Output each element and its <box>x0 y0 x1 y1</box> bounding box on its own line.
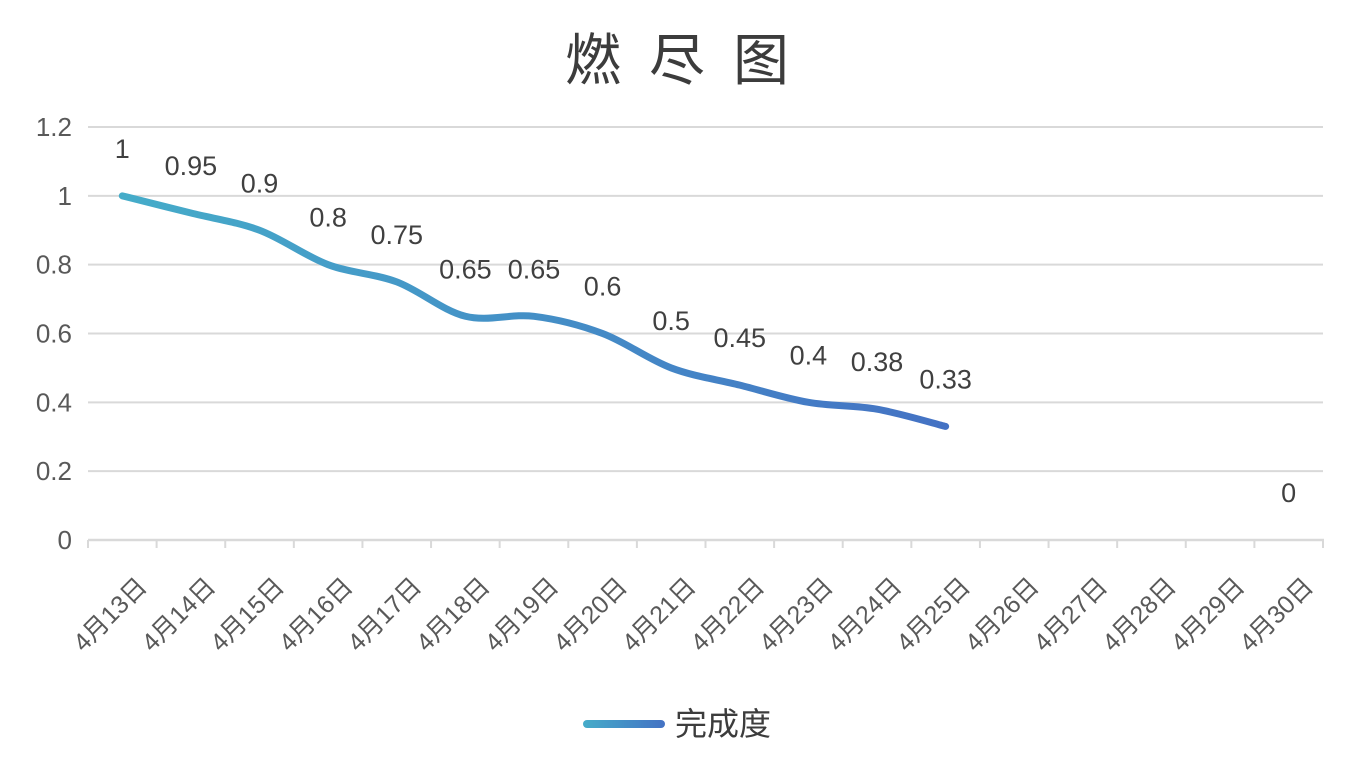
series-line <box>118 192 950 430</box>
data-label: 0.33 <box>919 364 972 394</box>
legend-series-label: 完成度 <box>674 706 771 742</box>
x-axis-tick-label: 4月24日 <box>823 572 908 657</box>
data-label: 0.9 <box>241 168 279 198</box>
data-label: 0.4 <box>790 340 828 370</box>
chart-title: 燃尽图 <box>565 31 817 93</box>
x-axis-tick-label: 4月21日 <box>617 572 702 657</box>
legend-line-swatch <box>582 720 665 728</box>
x-axis-tick-label: 4月20日 <box>548 572 633 657</box>
y-axis-tick-label: 1.2 <box>36 112 72 142</box>
x-axis-tick-label: 4月27日 <box>1028 572 1113 657</box>
x-axis-tick-label: 4月22日 <box>685 572 770 657</box>
data-label: 0.75 <box>370 220 423 250</box>
y-axis-tick-label: 0.2 <box>36 456 72 486</box>
data-label: 0 <box>1281 478 1296 508</box>
x-axis-tick-label: 4月26日 <box>960 572 1045 657</box>
x-axis-tick-label: 4月30日 <box>1234 572 1319 657</box>
x-axis-tick-label: 4月25日 <box>891 572 976 657</box>
y-axis-tick-label: 0.4 <box>36 387 72 417</box>
x-axis-tick-label: 4月15日 <box>205 572 290 657</box>
y-axis-tick-label: 1 <box>58 181 72 211</box>
x-axis-tick-label: 4月28日 <box>1097 572 1182 657</box>
legend: 完成度 <box>0 708 1354 740</box>
data-label: 0.6 <box>584 272 622 302</box>
y-axis-tick-label: 0 <box>58 525 72 555</box>
data-label: 0.65 <box>508 254 561 284</box>
y-axis-tick-label: 0.6 <box>36 319 72 349</box>
x-axis-tick-label: 4月29日 <box>1166 572 1251 657</box>
x-axis-tick-label: 4月17日 <box>342 572 427 657</box>
data-label: 0.45 <box>714 323 767 353</box>
data-label: 0.8 <box>309 203 347 233</box>
x-axis-tick-label: 4月16日 <box>274 572 359 657</box>
y-axis-tick-label: 0.8 <box>36 250 72 280</box>
data-label: 0.5 <box>652 306 690 336</box>
data-label: 0.95 <box>165 151 218 181</box>
x-axis-tick-label: 4月23日 <box>754 572 839 657</box>
x-axis-tick-label: 4月13日 <box>68 572 153 657</box>
data-label: 0.38 <box>851 347 904 377</box>
data-label: 0.65 <box>439 254 492 284</box>
x-axis-tick-label: 4月14日 <box>137 572 222 657</box>
data-label: 1 <box>115 134 130 164</box>
x-axis-tick-label: 4月19日 <box>480 572 565 657</box>
x-axis-tick-label: 4月18日 <box>411 572 496 657</box>
